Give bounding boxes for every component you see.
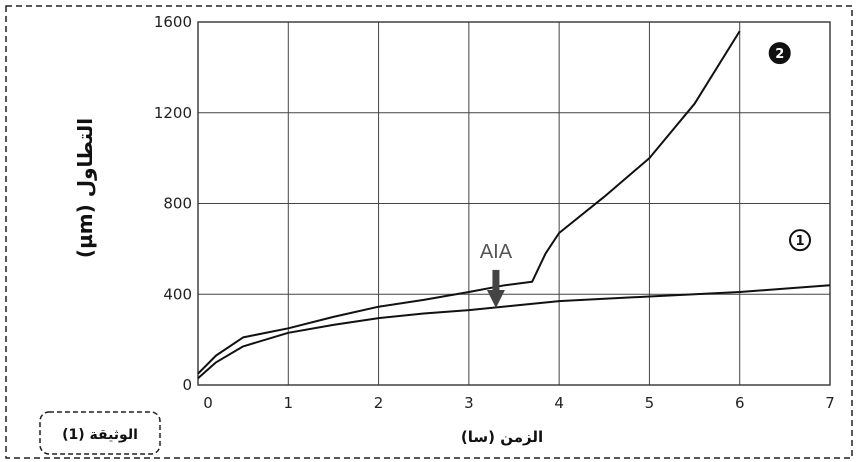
series-line-2: [197, 30, 741, 375]
y-tick-labels: 0 400 800 1200 1600: [154, 13, 192, 394]
x-axis-label: الزمن (سا): [461, 428, 543, 446]
y-tick-label: 400: [163, 285, 192, 303]
x-tick-labels: 0 1 2 3 4 5 6 7: [203, 394, 835, 412]
x-tick-label: 1: [284, 394, 294, 412]
x-tick-label: 5: [645, 394, 655, 412]
series-badge-2: [768, 42, 791, 65]
annotation-arrow-head: [486, 289, 505, 308]
plot-frame: [197, 21, 831, 386]
plot-area: [197, 21, 831, 386]
outer-frame: [5, 5, 853, 459]
y-tick-label: 1600: [154, 13, 192, 31]
y-tick-label: 1200: [154, 104, 192, 122]
x-tick-label: 2: [374, 394, 384, 412]
caption-box: [39, 411, 161, 455]
series-group: 12: [197, 30, 831, 379]
x-tick-label: 7: [825, 394, 835, 412]
caption-text: الوثيقة (1): [62, 427, 138, 443]
series-badge-label-1: 1: [795, 234, 804, 249]
annotations: AIA: [480, 241, 513, 308]
series-line-1: [197, 284, 831, 379]
series-badge-1: [789, 229, 811, 252]
annotation-arrow-shaft: [492, 269, 500, 292]
y-axis-label: التطاول (µm): [73, 118, 97, 258]
x-tick-label: 3: [464, 394, 474, 412]
series-badge-label-2: 2: [775, 47, 784, 62]
grid: [197, 21, 831, 386]
x-tick-label: 0: [203, 394, 213, 412]
x-tick-label: 6: [735, 394, 745, 412]
annotation-label: AIA: [480, 241, 513, 263]
y-tick-label: 0: [182, 376, 192, 394]
y-tick-label: 800: [163, 195, 192, 213]
x-tick-label: 4: [554, 394, 564, 412]
